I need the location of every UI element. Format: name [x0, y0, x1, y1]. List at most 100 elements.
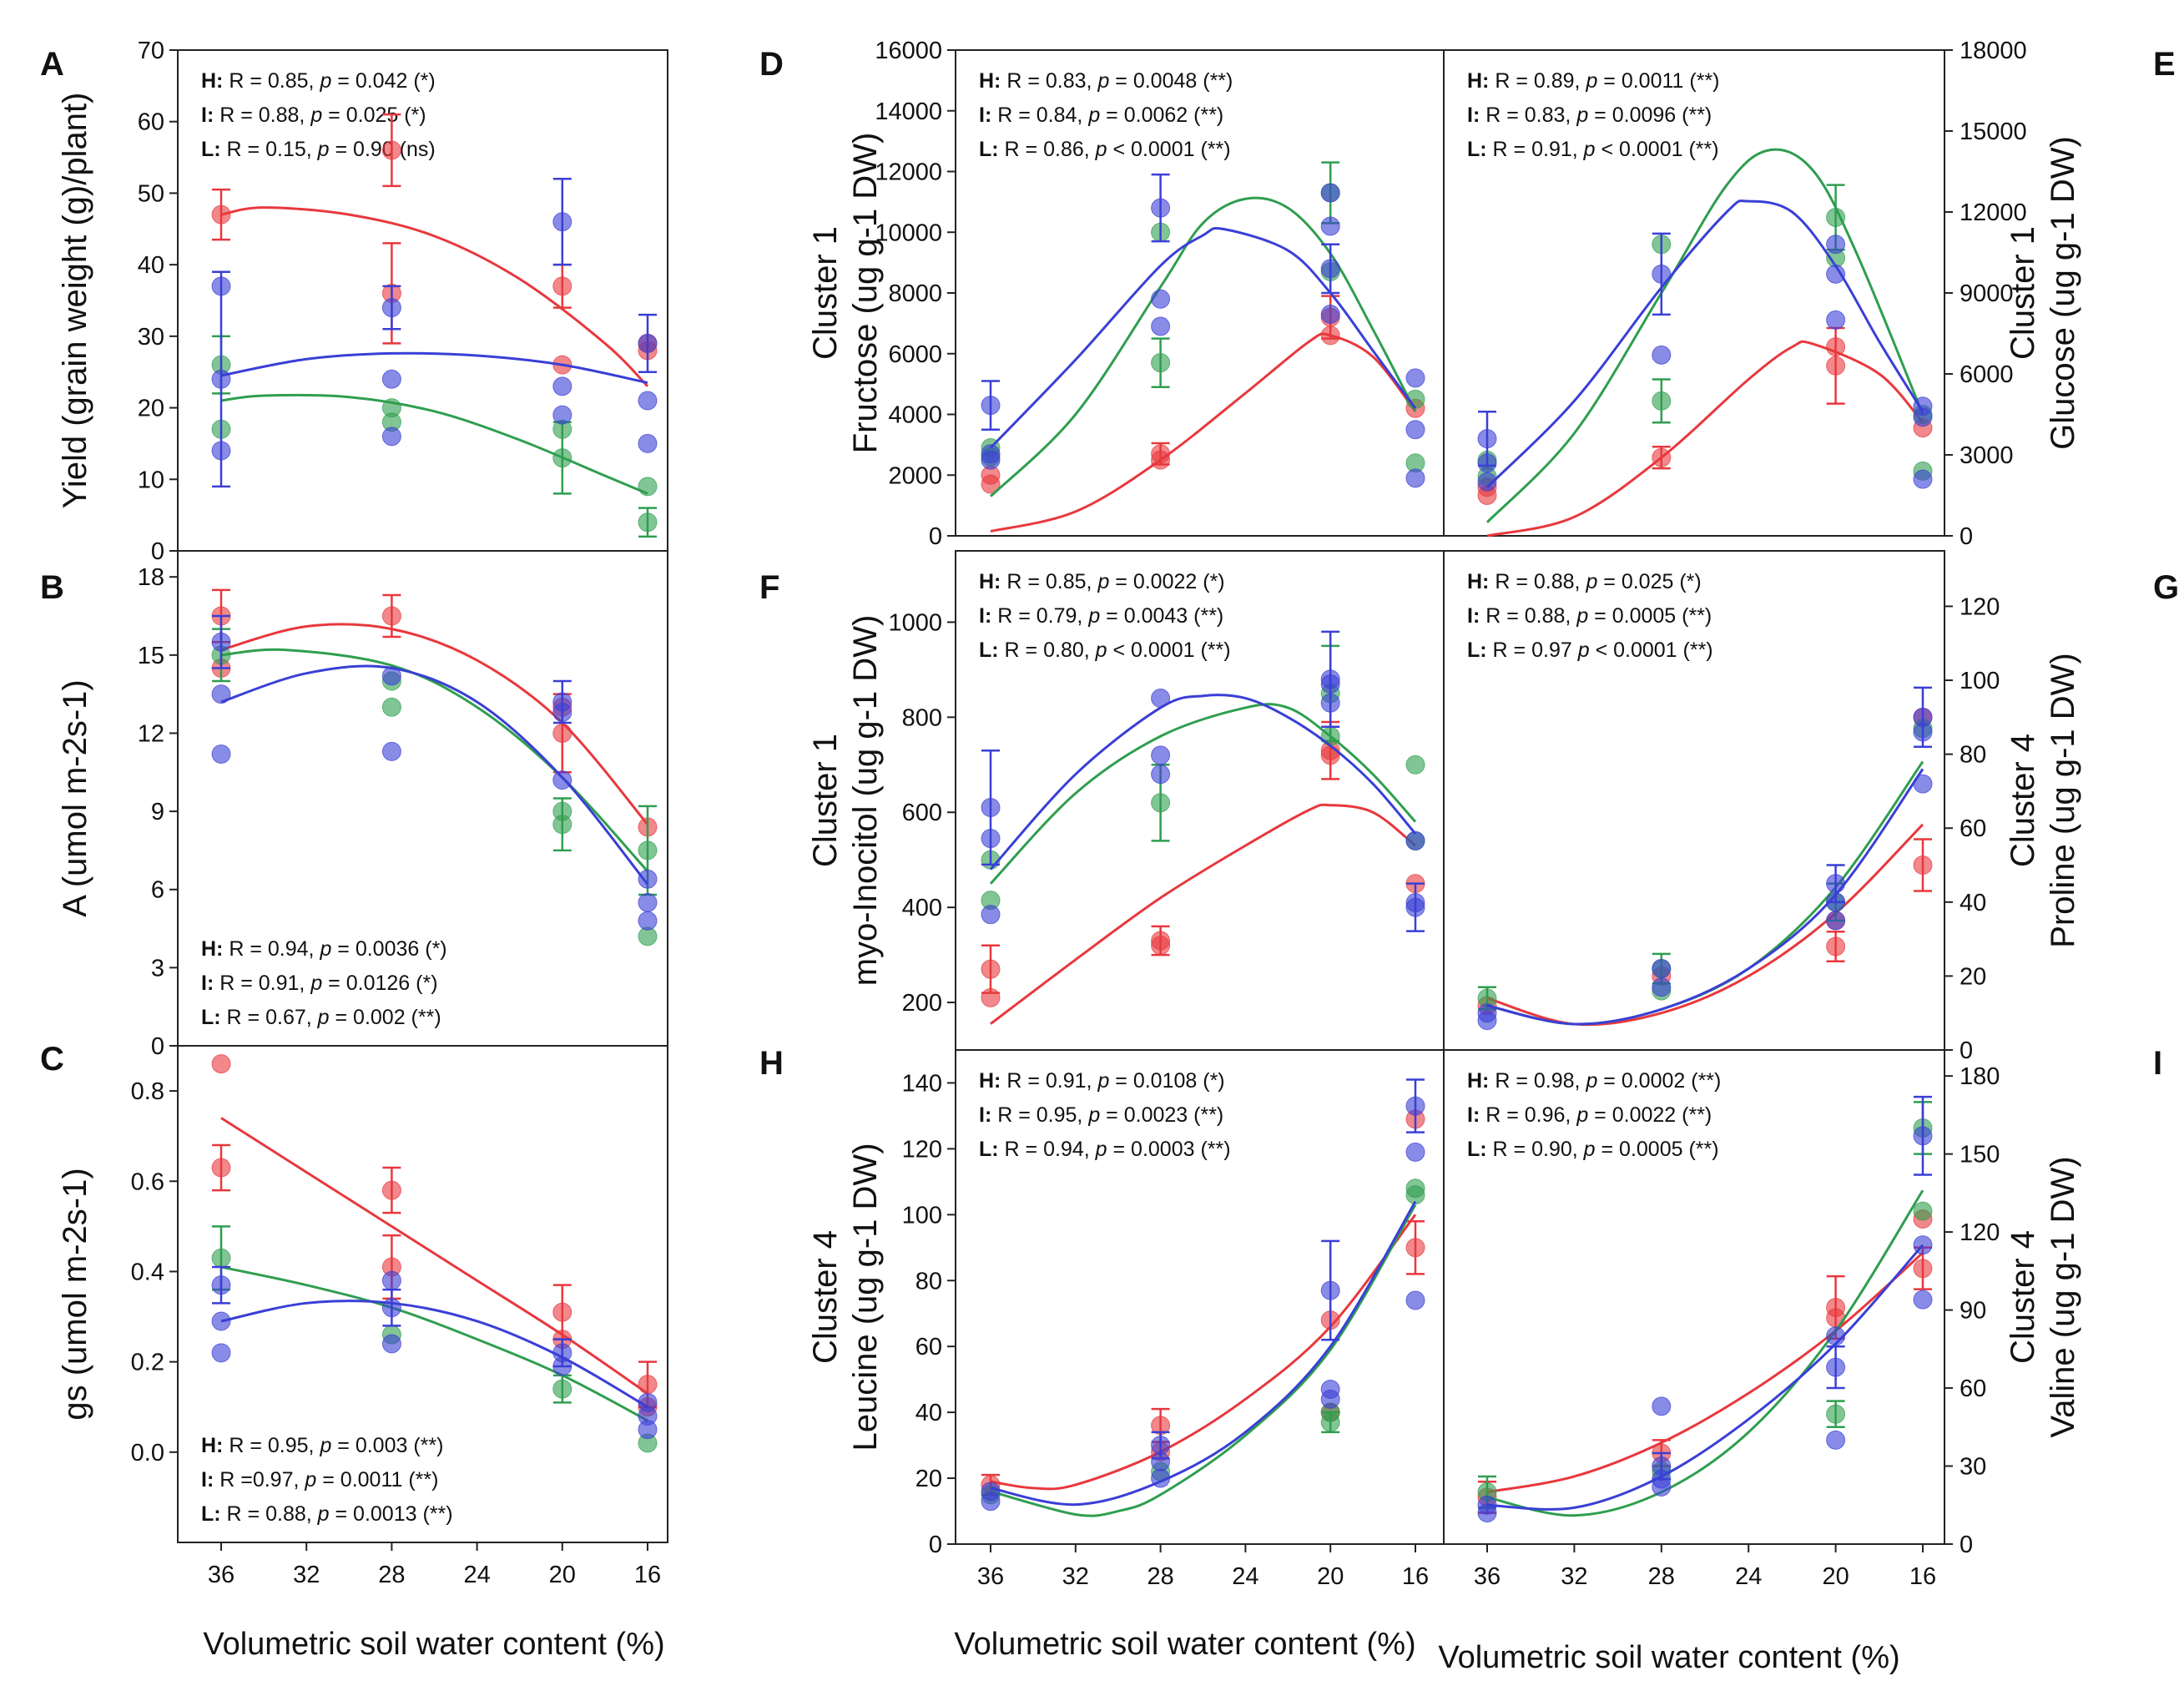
fit-curve — [220, 351, 648, 385]
stats-key: L: — [201, 138, 221, 161]
y-axis-label: Cluster 4 — [2005, 734, 2041, 867]
data-point — [1913, 722, 1933, 742]
data-point — [1320, 1389, 1340, 1409]
stats-r: R = 0.98, — [1489, 1069, 1586, 1093]
data-point — [552, 1356, 572, 1376]
fit-curve — [220, 206, 649, 387]
y-tick-label: 120 — [1960, 593, 2000, 620]
stats-p: = 0.0011 (**) — [316, 1468, 438, 1492]
stats-line: L: R = 0.67, p = 0.002 (**) — [201, 1006, 441, 1029]
stats-p: < 0.0001 (**) — [1596, 138, 1719, 161]
data-point — [1652, 264, 1672, 284]
series-l — [1477, 1095, 1933, 1523]
stats-p: = 0.025 (*) — [322, 103, 426, 127]
data-point — [1913, 1201, 1933, 1221]
stats-r: R = 0.97 — [1487, 639, 1578, 662]
stats-line: L: R = 0.97 p < 0.0001 (**) — [1467, 639, 1713, 662]
y-tick-label: 30 — [138, 324, 164, 351]
stats-key: L: — [1467, 1138, 1487, 1161]
series-l — [1477, 686, 1933, 1031]
data-point — [1151, 1451, 1171, 1471]
data-point — [1477, 429, 1497, 449]
y-tick-label: 400 — [902, 895, 942, 921]
stats-r: R = 0.94, — [999, 1138, 1096, 1161]
series-h — [981, 720, 1425, 1025]
data-point — [638, 892, 658, 912]
stats-p: = 0.0048 (**) — [1109, 69, 1233, 93]
y-tick-label: 80 — [915, 1268, 942, 1295]
data-point — [211, 632, 231, 652]
data-point — [381, 1298, 401, 1318]
stats-p: < 0.0001 (**) — [1590, 639, 1713, 662]
series-i — [981, 1179, 1425, 1517]
data-point — [1652, 977, 1672, 997]
stats-p-symbol: p — [319, 1434, 331, 1457]
stats-p-symbol: p — [1585, 69, 1597, 93]
stats-r: R = 0.88, — [1480, 604, 1576, 628]
y-tick-label: 100 — [1960, 668, 2000, 694]
fit-curve — [990, 1200, 1417, 1507]
y-tick-label: 20 — [915, 1466, 942, 1492]
data-point — [552, 405, 572, 425]
y-tick-label: 0.4 — [131, 1259, 164, 1285]
panel-h: 0 20 40 60 80 100 120 140 36 32 28 24 20 16 H Cluster 4… — [759, 1045, 1445, 1590]
x-tick-label: 36 — [977, 1563, 1004, 1590]
stats-p-symbol: p — [317, 1502, 330, 1526]
panel-letter: H — [759, 1045, 784, 1082]
x-tick-label: 24 — [1735, 1563, 1762, 1590]
stats-line: H: R = 0.98, p = 0.0002 (**) — [1467, 1069, 1721, 1093]
stats-r: R = 0.86, — [999, 138, 1096, 161]
fit-curve — [1486, 1189, 1924, 1517]
data-point — [1151, 689, 1171, 709]
stats-r: R = 0.88, — [221, 1502, 318, 1526]
stats-key: L: — [201, 1006, 221, 1029]
stats-p-symbol: p — [319, 937, 331, 961]
stats-line: H: R = 0.83, p = 0.0048 (**) — [979, 69, 1233, 93]
stats-line: I: R = 0.96, p = 0.0022 (**) — [1467, 1103, 1712, 1127]
y-axis-label: Fructose (ug g-1 DW) — [847, 133, 884, 454]
stats-p: = 0.002 (**) — [330, 1006, 441, 1029]
series-i — [1477, 1101, 1933, 1517]
y-tick-label: 8000 — [888, 280, 942, 307]
stats-key: I: — [1467, 1103, 1480, 1127]
y-tick-label: 0 — [151, 538, 164, 565]
data-point — [981, 905, 1001, 925]
data-point — [1320, 304, 1340, 324]
data-point — [981, 959, 1001, 979]
y-tick-label: 60 — [1960, 1375, 1986, 1402]
stats-p-symbol: p — [1095, 639, 1107, 662]
y-tick-label: 12000 — [1960, 199, 2027, 226]
y-tick-label: 90 — [1960, 1298, 1986, 1325]
data-point — [381, 666, 401, 686]
stats-line: L: R = 0.90, p = 0.0005 (**) — [1467, 1138, 1719, 1161]
y-axis-label: Valine (ug g-1 DW) — [2045, 1156, 2081, 1437]
y-tick-label: 60 — [915, 1334, 942, 1360]
data-point — [1405, 1290, 1425, 1310]
stats-p: = 0.025 (*) — [1597, 570, 1701, 593]
data-point — [1320, 326, 1340, 346]
stats-line: I: R = 0.88, p = 0.025 (*) — [201, 103, 426, 127]
stats-r: R = 0.91, — [1001, 1069, 1097, 1093]
data-point — [1151, 316, 1171, 336]
x-tick-label: 16 — [1402, 1563, 1429, 1590]
data-point — [1913, 1235, 1933, 1255]
x-tick-label: 24 — [463, 1562, 490, 1588]
stats-line: H: R = 0.89, p = 0.0011 (**) — [1467, 69, 1720, 93]
series-l — [981, 630, 1425, 932]
data-point — [381, 1180, 401, 1200]
data-point — [381, 606, 401, 626]
stats-line: H: R = 0.85, p = 0.042 (*) — [201, 69, 436, 93]
data-point — [981, 474, 1001, 494]
fit-curve — [1485, 148, 1924, 523]
data-point — [381, 1270, 401, 1290]
stats-r: R = 0.95, — [991, 1103, 1088, 1127]
panel-letter: G — [2153, 569, 2179, 606]
stats-r: R = 0.15, — [221, 138, 318, 161]
stats-r: R = 0.89, — [1489, 69, 1586, 93]
x-tick-label: 20 — [1822, 1563, 1849, 1590]
data-point — [1826, 1430, 1846, 1450]
y-tick-label: 40 — [138, 252, 164, 279]
y-axis-label: gs (umol m-2s-1) — [57, 1168, 93, 1420]
data-point — [211, 684, 231, 704]
y-axis-label: Glucose (ug g-1 DW) — [2045, 136, 2081, 450]
